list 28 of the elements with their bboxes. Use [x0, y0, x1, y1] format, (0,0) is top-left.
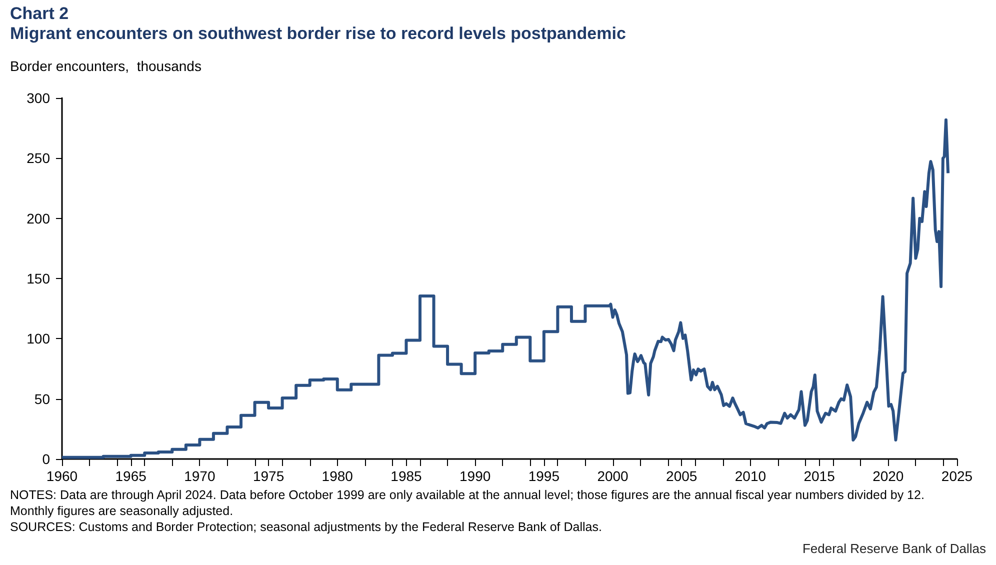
x-tick-label: 1995: [528, 468, 560, 484]
y-tick-label: 150: [26, 270, 50, 286]
x-tick-label: 1965: [115, 468, 147, 484]
y-tick-label: 300: [26, 90, 50, 106]
line-series: [60, 118, 950, 459]
x-tick-label: 1975: [252, 468, 284, 484]
x-tick-label: 2025: [941, 468, 973, 484]
x-tick-label: 2015: [804, 468, 836, 484]
source-note: SOURCES: Customs and Border Protection; seasonal adjustments by the Federal Reserve Bank of Dallas.: [10, 519, 603, 535]
y-axis-title: Border encounters, thousands: [10, 58, 202, 74]
y-tick-label: 0: [42, 451, 50, 467]
chart-subtitle: Migrant encounters on southwest border rise to record levels postpandemic: [10, 24, 626, 44]
x-tick-label: 1985: [390, 468, 422, 484]
chart-title: Chart 2: [10, 4, 70, 24]
y-tick-label: 250: [26, 150, 50, 166]
y-tick-label: 200: [26, 210, 50, 226]
x-tick-label: 2005: [666, 468, 698, 484]
y-tick-label: 100: [26, 330, 50, 347]
text: NOTES: Data are through April 2024. Data before October 1999 are only available at the annual level; those figures are the annual fiscal year numbers divided by 12. Monthly figures are seasonally adjusted.: [10, 487, 926, 519]
x-tick-label: 2020: [872, 468, 904, 484]
x-tick-label: 1980: [322, 468, 354, 484]
x-tick-label: 1970: [184, 468, 216, 484]
text: Federal Reserve Bank of Dallas: [802, 541, 986, 556]
x-tick-label: 2000: [597, 468, 629, 484]
x-tick-label: 1960: [46, 468, 78, 484]
x-tick-label: 2010: [734, 468, 766, 484]
x-tick-label: 1990: [460, 468, 491, 484]
y-tick-label: 50: [34, 390, 50, 407]
